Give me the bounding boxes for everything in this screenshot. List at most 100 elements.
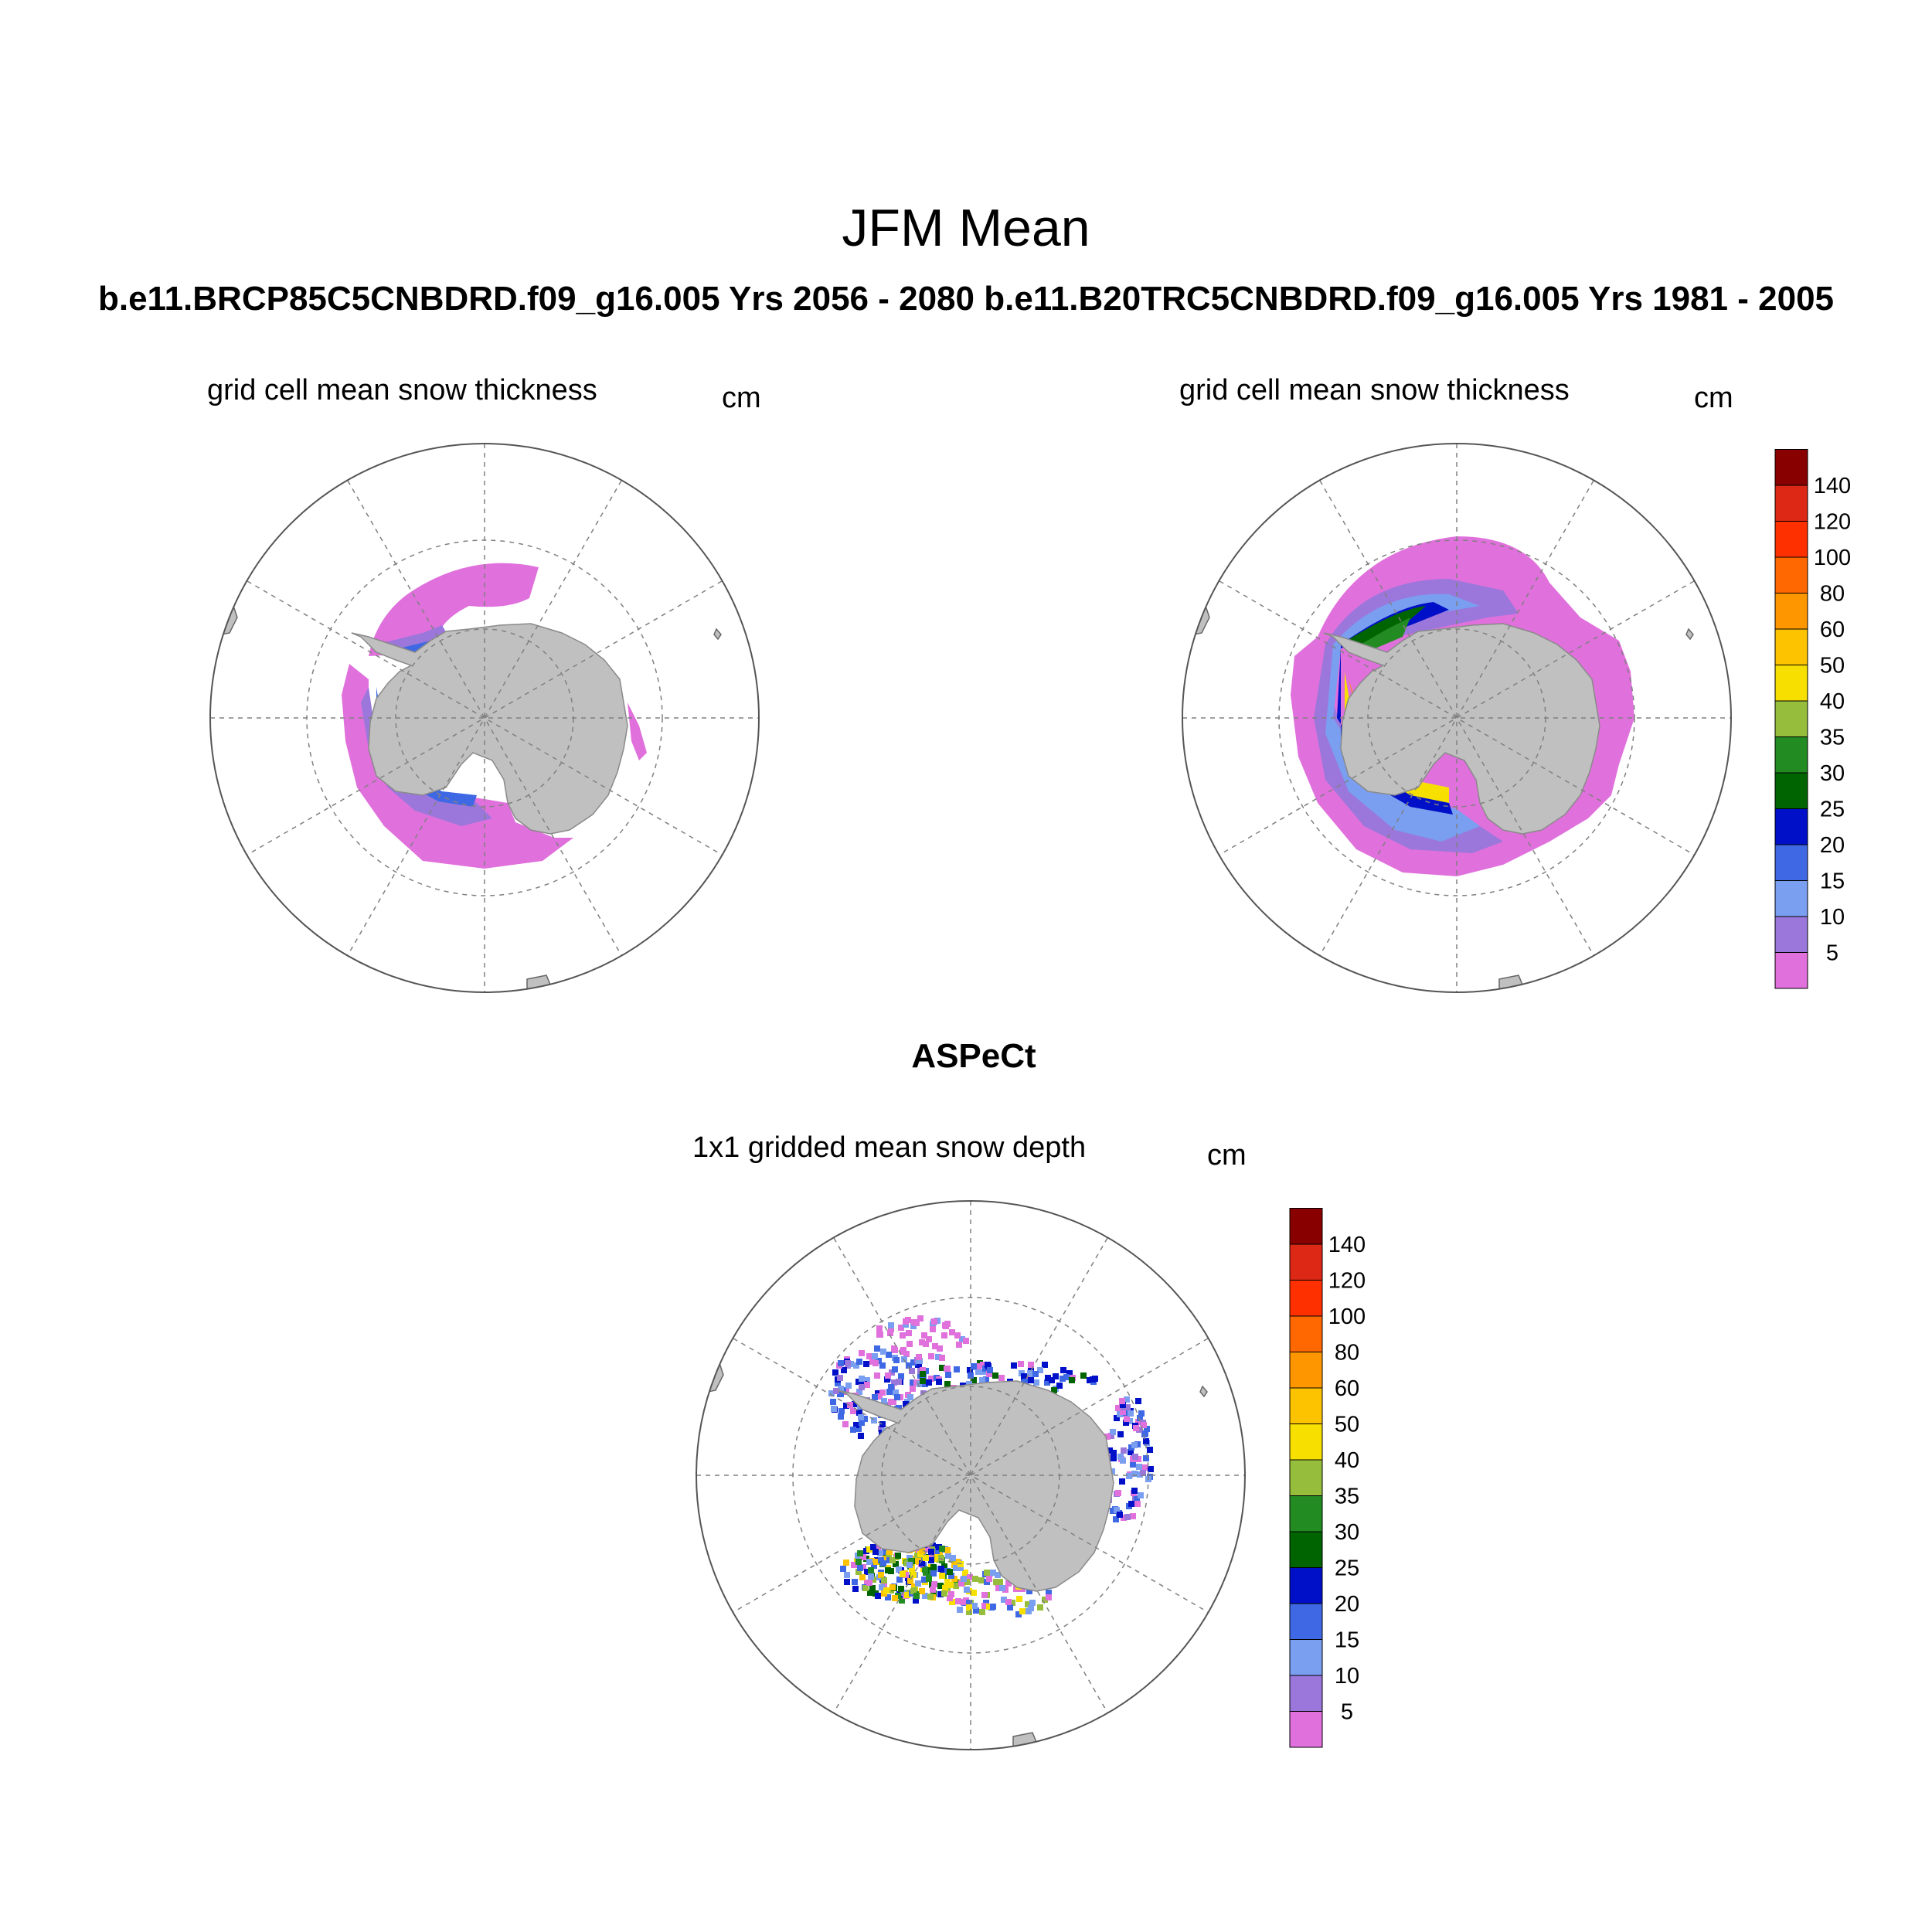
obs-cell <box>894 1394 900 1400</box>
obs-cell <box>995 1585 1002 1591</box>
obs-cell <box>1124 1404 1131 1410</box>
obs-cell <box>898 1325 904 1331</box>
obs-cell <box>830 1399 836 1405</box>
obs-cell <box>995 1572 1001 1578</box>
obs-cell <box>847 1402 853 1408</box>
obs-cell <box>895 1553 901 1559</box>
obs-cell <box>958 1580 964 1587</box>
obs-cell <box>889 1557 896 1563</box>
obs-cell <box>857 1550 863 1556</box>
colorbar-swatch <box>1289 1675 1323 1712</box>
obs-cell <box>1026 1608 1032 1614</box>
obs-cell <box>899 1597 905 1604</box>
obs-cell <box>910 1386 916 1392</box>
obs-cell <box>953 1565 959 1571</box>
obs-cell <box>966 1609 972 1615</box>
obs-cell <box>1138 1492 1144 1498</box>
obs-cell <box>916 1354 922 1360</box>
obs-cell <box>872 1394 878 1400</box>
obs-cell <box>892 1595 898 1601</box>
obs-cell <box>1133 1425 1139 1431</box>
obs-cell <box>959 1336 965 1342</box>
obs-cell <box>852 1586 859 1592</box>
obs-cell <box>931 1318 937 1325</box>
obs-cell <box>859 1376 865 1382</box>
obs-cell <box>930 1543 936 1549</box>
obs-cell <box>831 1406 837 1412</box>
obs-cell <box>874 1345 880 1352</box>
obs-cell <box>953 1583 959 1589</box>
colorbar-tick-label: 30 <box>1335 1520 1359 1545</box>
obs-cell <box>870 1544 876 1550</box>
obs-cell <box>859 1574 866 1580</box>
obs-cell <box>872 1360 879 1366</box>
obs-cell <box>877 1550 883 1556</box>
obs-cell <box>939 1365 945 1371</box>
obs-cell <box>1120 1458 1126 1464</box>
colorbar-swatch <box>1774 952 1808 989</box>
colorbar-swatch <box>1774 521 1808 558</box>
obs-cell <box>935 1354 941 1360</box>
obs-cell <box>867 1590 873 1596</box>
obs-cell <box>915 1558 921 1564</box>
obs-cell <box>1005 1599 1012 1605</box>
colorbar-swatch <box>1289 1531 1323 1568</box>
obs-cell <box>906 1562 913 1568</box>
map-panel-2 <box>1182 443 1732 993</box>
obs-cell <box>1117 1431 1124 1437</box>
obs-cell <box>1015 1611 1022 1617</box>
colorbar-tick-label: 40 <box>1335 1448 1359 1473</box>
obs-cell <box>871 1563 877 1569</box>
obs-cell <box>879 1389 886 1396</box>
graticule <box>210 444 759 992</box>
colorbar-swatch <box>1289 1711 1323 1748</box>
obs-cell <box>999 1585 1005 1591</box>
panel2-title: grid cell mean snow thickness <box>1179 374 1570 406</box>
obs-cell <box>868 1567 874 1573</box>
obs-cell <box>1001 1597 1007 1603</box>
obs-cell <box>915 1580 921 1587</box>
obs-cell <box>898 1586 904 1592</box>
obs-cell <box>891 1379 897 1386</box>
obs-cell <box>939 1355 945 1361</box>
obs-cell <box>842 1421 849 1427</box>
obs-cell <box>880 1560 886 1566</box>
obs-cell <box>866 1580 872 1586</box>
obs-cell <box>1028 1362 1034 1368</box>
obs-cell <box>919 1588 925 1594</box>
obs-cell <box>1117 1512 1123 1518</box>
colorbar-tick-label: 50 <box>1820 654 1845 679</box>
obs-cell <box>891 1345 897 1352</box>
colorbar-tick-label: 140 <box>1328 1233 1366 1257</box>
obs-cell <box>883 1587 889 1594</box>
panel1-units: cm <box>722 382 761 414</box>
obs-cell <box>845 1360 851 1366</box>
colorbar-swatch <box>1289 1315 1323 1352</box>
obs-cell <box>932 1343 938 1349</box>
snow-field-east <box>628 702 647 760</box>
colorbar-swatch <box>1774 556 1808 594</box>
obs-cell <box>1026 1588 1032 1594</box>
obs-cell <box>966 1604 972 1611</box>
obs-cell <box>1115 1405 1121 1411</box>
colorbar-tick-label: 15 <box>1820 869 1845 894</box>
colorbar-tick-label: 60 <box>1335 1376 1359 1401</box>
obs-cell <box>856 1359 862 1365</box>
obs-cell <box>947 1595 953 1601</box>
obs-cell <box>1121 1447 1127 1454</box>
obs-cell <box>963 1338 969 1344</box>
obs-cell <box>986 1604 992 1610</box>
obs-cell <box>1056 1383 1063 1389</box>
map-boundary <box>696 1200 1246 1750</box>
obs-cell <box>1130 1513 1136 1519</box>
colorbar-tick-label: 25 <box>1335 1556 1359 1581</box>
obs-cell <box>1124 1396 1130 1403</box>
obs-cell <box>862 1585 869 1591</box>
obs-cell <box>1124 1416 1130 1422</box>
obs-cell <box>853 1422 859 1428</box>
obs-cell <box>1142 1464 1148 1471</box>
obs-cell <box>939 1573 945 1579</box>
panel2-units: cm <box>1694 382 1733 414</box>
obs-cell <box>1037 1604 1043 1611</box>
colorbar-swatch <box>1774 808 1808 845</box>
